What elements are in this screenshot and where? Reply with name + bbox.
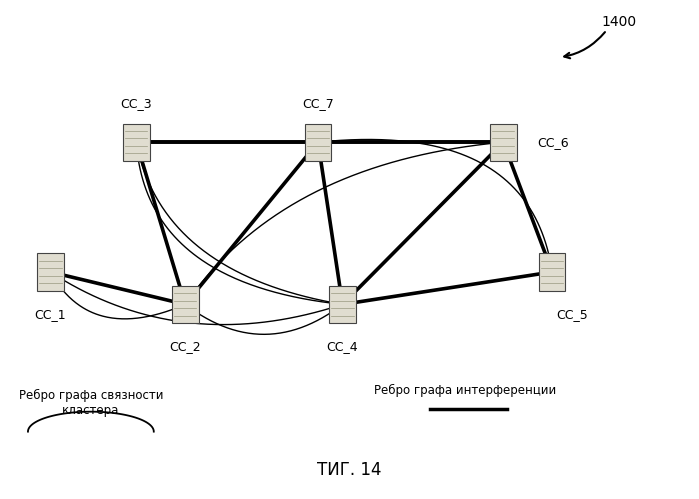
FancyBboxPatch shape [329, 285, 356, 323]
FancyBboxPatch shape [539, 253, 565, 290]
FancyBboxPatch shape [172, 285, 199, 323]
Text: CC_4: CC_4 [326, 340, 359, 353]
Text: Ребро графа связности: Ребро графа связности [19, 389, 163, 402]
Text: CC_2: CC_2 [169, 340, 201, 353]
FancyBboxPatch shape [490, 124, 517, 161]
Text: CC_7: CC_7 [302, 97, 334, 110]
Text: кластера: кластера [62, 404, 120, 417]
FancyBboxPatch shape [123, 124, 150, 161]
Text: CC_1: CC_1 [34, 308, 66, 321]
Text: CC_5: CC_5 [556, 308, 588, 321]
Text: CC_6: CC_6 [537, 136, 568, 149]
Text: CC_3: CC_3 [120, 97, 152, 110]
FancyBboxPatch shape [305, 124, 331, 161]
Text: 1400: 1400 [601, 15, 636, 29]
Text: ΤИГ. 14: ΤИГ. 14 [317, 461, 382, 479]
FancyBboxPatch shape [37, 253, 64, 290]
Text: Ребро графа интерференции: Ребро графа интерференции [374, 384, 556, 397]
